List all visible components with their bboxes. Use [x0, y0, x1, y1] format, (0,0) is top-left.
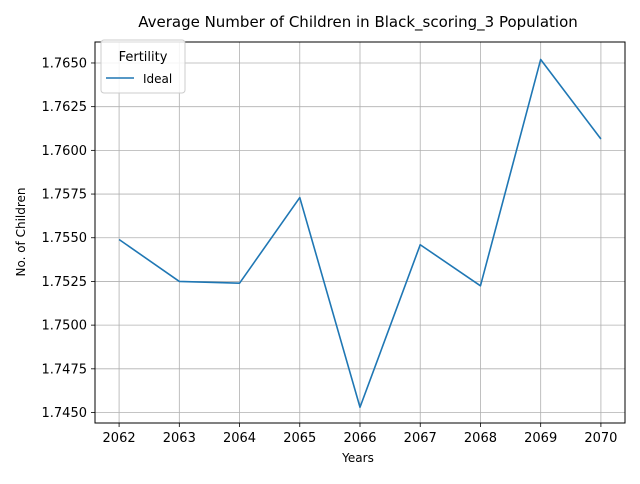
y-tick-label: 1.7450: [42, 406, 88, 421]
y-tick-label: 1.7600: [42, 144, 88, 159]
y-axis-label: No. of Children: [14, 187, 28, 276]
y-axis: 1.7450 1.7475 1.7500 1.7525 1.7550 1.7575 1.76…: [42, 56, 96, 421]
x-tick-label: 2063: [163, 431, 196, 446]
x-tick-label: 2062: [103, 431, 136, 446]
legend: Fertility Ideal: [101, 40, 185, 93]
y-tick-label: 1.7550: [42, 231, 88, 246]
x-tick-label: 2070: [584, 431, 617, 446]
x-axis-label: Years: [341, 451, 374, 465]
x-axis: 2062 2063 2064 2065 2066 2067 2068 2069 2070: [103, 423, 618, 446]
legend-title: Fertility: [119, 50, 168, 65]
x-tick-label: 2064: [223, 431, 256, 446]
chart-title: Average Number of Children in Black_scor…: [138, 13, 578, 32]
x-tick-label: 2065: [283, 431, 316, 446]
y-tick-label: 1.7625: [42, 100, 88, 115]
x-tick-label: 2068: [464, 431, 497, 446]
y-tick-label: 1.7525: [42, 275, 88, 290]
y-tick-label: 1.7575: [42, 188, 88, 203]
y-tick-label: 1.7475: [42, 362, 88, 377]
x-tick-label: 2067: [404, 431, 437, 446]
y-tick-label: 1.7500: [42, 319, 88, 334]
x-tick-label: 2069: [524, 431, 557, 446]
grid-lines: [95, 42, 625, 423]
legend-label-ideal: Ideal: [143, 72, 172, 86]
y-tick-label: 1.7650: [42, 56, 88, 71]
x-tick-label: 2066: [343, 431, 376, 446]
